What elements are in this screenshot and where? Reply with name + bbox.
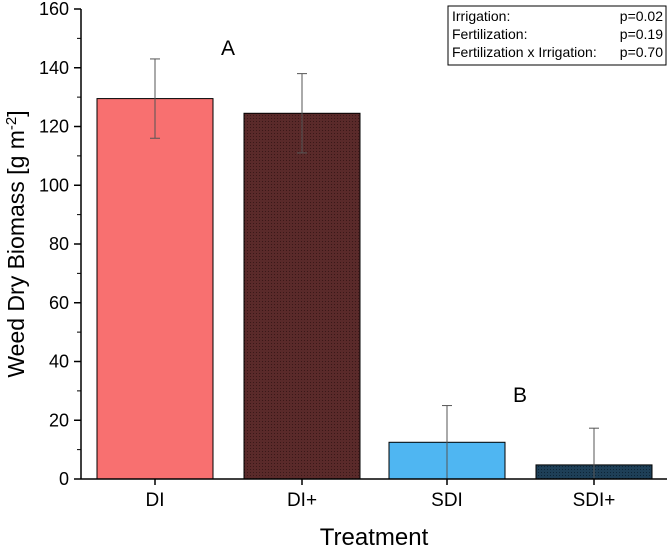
y-tick-label: 0	[59, 469, 69, 489]
bar-di-plus	[243, 112, 361, 480]
stats-label-interaction: Fertilization x Irrigation:	[452, 44, 597, 60]
y-axis-title-close: ]	[3, 110, 29, 116]
stats-value-irrigation: p=0.02	[620, 8, 663, 24]
y-tick-label: 60	[49, 293, 69, 313]
stats-box-frame	[447, 5, 667, 66]
y-axis-title: Weed Dry Biomass [g m-2]	[3, 110, 29, 377]
x-axis-title: Treatment	[320, 524, 429, 549]
stats-value-fertilization: p=0.19	[620, 26, 663, 42]
x-tick-label: DI+	[287, 490, 317, 511]
x-tick-label: SDI+	[573, 490, 616, 511]
stats-value-interaction: p=0.70	[620, 44, 663, 60]
stats-box: Irrigation: p=0.02 Fertilization: p=0.19…	[447, 5, 667, 66]
y-tick-label: 160	[39, 0, 69, 19]
x-tick-label: DI	[146, 490, 165, 511]
stats-label-irrigation: Irrigation:	[452, 8, 510, 24]
y-tick-label: 80	[49, 234, 69, 254]
bar-di	[96, 98, 214, 480]
y-tick-label: 40	[49, 352, 69, 372]
group-letter-b: B	[513, 384, 527, 407]
group-letter-a: A	[221, 37, 235, 60]
y-axis-title-superscript: -2	[3, 117, 20, 130]
y-axis-title-main: Weed Dry Biomass [g m	[3, 130, 29, 378]
stats-label-fertilization: Fertilization:	[452, 26, 527, 42]
x-tick-label: SDI	[431, 490, 463, 511]
y-tick-label: 140	[39, 58, 69, 78]
y-tick-label: 120	[39, 117, 69, 137]
y-tick-label: 100	[39, 175, 69, 195]
y-tick-label: 20	[49, 410, 69, 430]
